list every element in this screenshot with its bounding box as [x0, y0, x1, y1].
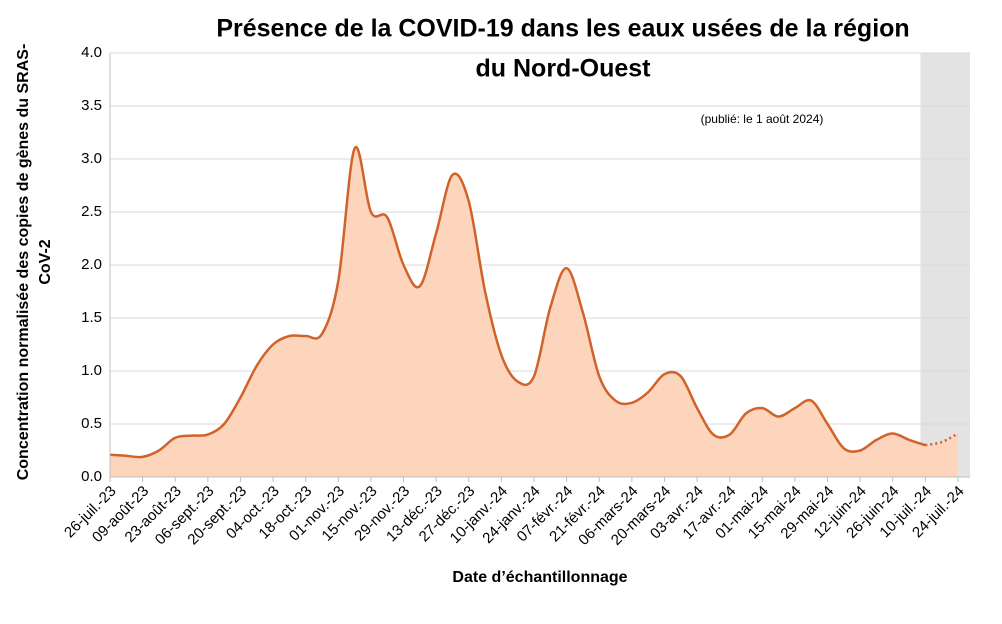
y-tick-label: 2.0 — [81, 256, 102, 273]
line — [109, 145, 926, 459]
y-tick-label: 1.0 — [81, 362, 102, 379]
y-tick-label: 4.0 — [81, 44, 102, 61]
y-tick-label: 3.0 — [81, 150, 102, 167]
y-tick-label: 3.5 — [81, 97, 102, 114]
y-tick-label: 2.5 — [81, 203, 102, 220]
chart-title: du Nord-Ouest — [476, 55, 652, 83]
y-tick-label: 1.5 — [81, 309, 102, 326]
area — [110, 147, 958, 477]
y-axis-title: Concentration normalisée des copies de g… — [15, 44, 32, 481]
chart-subtitle: (publié: le 1 août 2024) — [701, 112, 824, 126]
y-tick-label: 0.0 — [81, 468, 102, 485]
x-axis-title: Date d’échantillonnage — [452, 569, 627, 586]
chart-title: Présence de la COVID-19 dans les eaux us… — [216, 15, 909, 43]
provisional-line — [925, 432, 959, 447]
y-tick-label: 0.5 — [81, 415, 102, 432]
y-axis-title: CoV-2 — [37, 239, 54, 284]
